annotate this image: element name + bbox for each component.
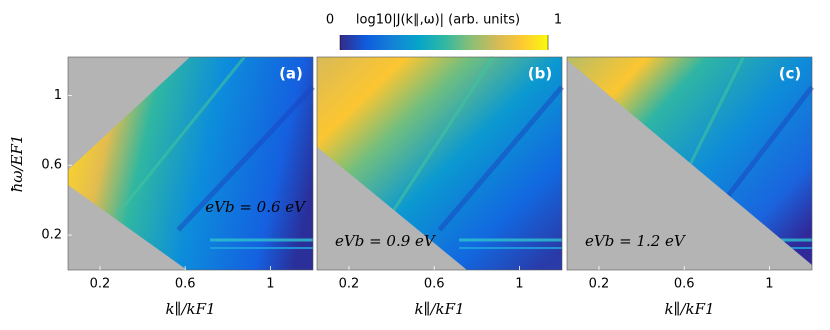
colorbar-label: log10|J(k∥,ω)| (arb. units)	[356, 13, 520, 28]
x-tick-label: 0.6	[424, 277, 445, 292]
x-tick-label: 0.2	[339, 277, 360, 292]
x-tick-label: 0.2	[90, 277, 111, 292]
x-tick-label: 0.2	[589, 277, 610, 292]
panel-label: (a)	[279, 65, 303, 83]
x-axis-label: k∥/kF1	[165, 300, 215, 318]
y-axis-label: ħω/EF1	[8, 135, 26, 193]
dispersion-line	[389, 56, 495, 216]
panel-frame	[566, 56, 813, 271]
colorbar	[340, 35, 548, 50]
colorbar-tick-label: 0	[326, 13, 334, 28]
panel-label: (c)	[779, 65, 802, 83]
x-tick-label: 0.6	[175, 277, 196, 292]
heatmap-panel	[566, 56, 814, 271]
x-axis-label: k∥/kF1	[414, 300, 464, 318]
annotation: eVb = 0.6 eV	[205, 198, 307, 216]
x-axis-label: k∥/kF1	[664, 300, 714, 318]
colorbar-tick-label: 1	[554, 13, 562, 28]
panel-frame	[316, 56, 563, 271]
annotation: eVb = 0.9 eV	[335, 232, 437, 250]
x-tick-label: 1	[515, 277, 523, 292]
x-tick-label: 1	[765, 277, 773, 292]
panel-frame	[67, 56, 314, 271]
y-tick-label: 0.6	[41, 158, 62, 173]
x-tick-label: 0.6	[674, 277, 695, 292]
y-tick-label: 0.2	[41, 228, 62, 243]
y-tick-label: 1	[54, 88, 62, 103]
forbidden-region	[68, 57, 190, 170]
heatmap-panel	[316, 56, 564, 271]
heatmap-panel	[67, 56, 315, 271]
forbidden-region	[567, 60, 812, 270]
annotation: eVb = 1.2 eV	[585, 232, 687, 250]
forbidden-region	[68, 185, 187, 270]
dispersion-line	[437, 85, 564, 232]
dispersion-line	[115, 56, 246, 216]
forbidden-region	[317, 147, 467, 270]
dispersion-line	[176, 85, 315, 232]
x-tick-label: 1	[266, 277, 274, 292]
panel-label: (b)	[528, 65, 552, 83]
